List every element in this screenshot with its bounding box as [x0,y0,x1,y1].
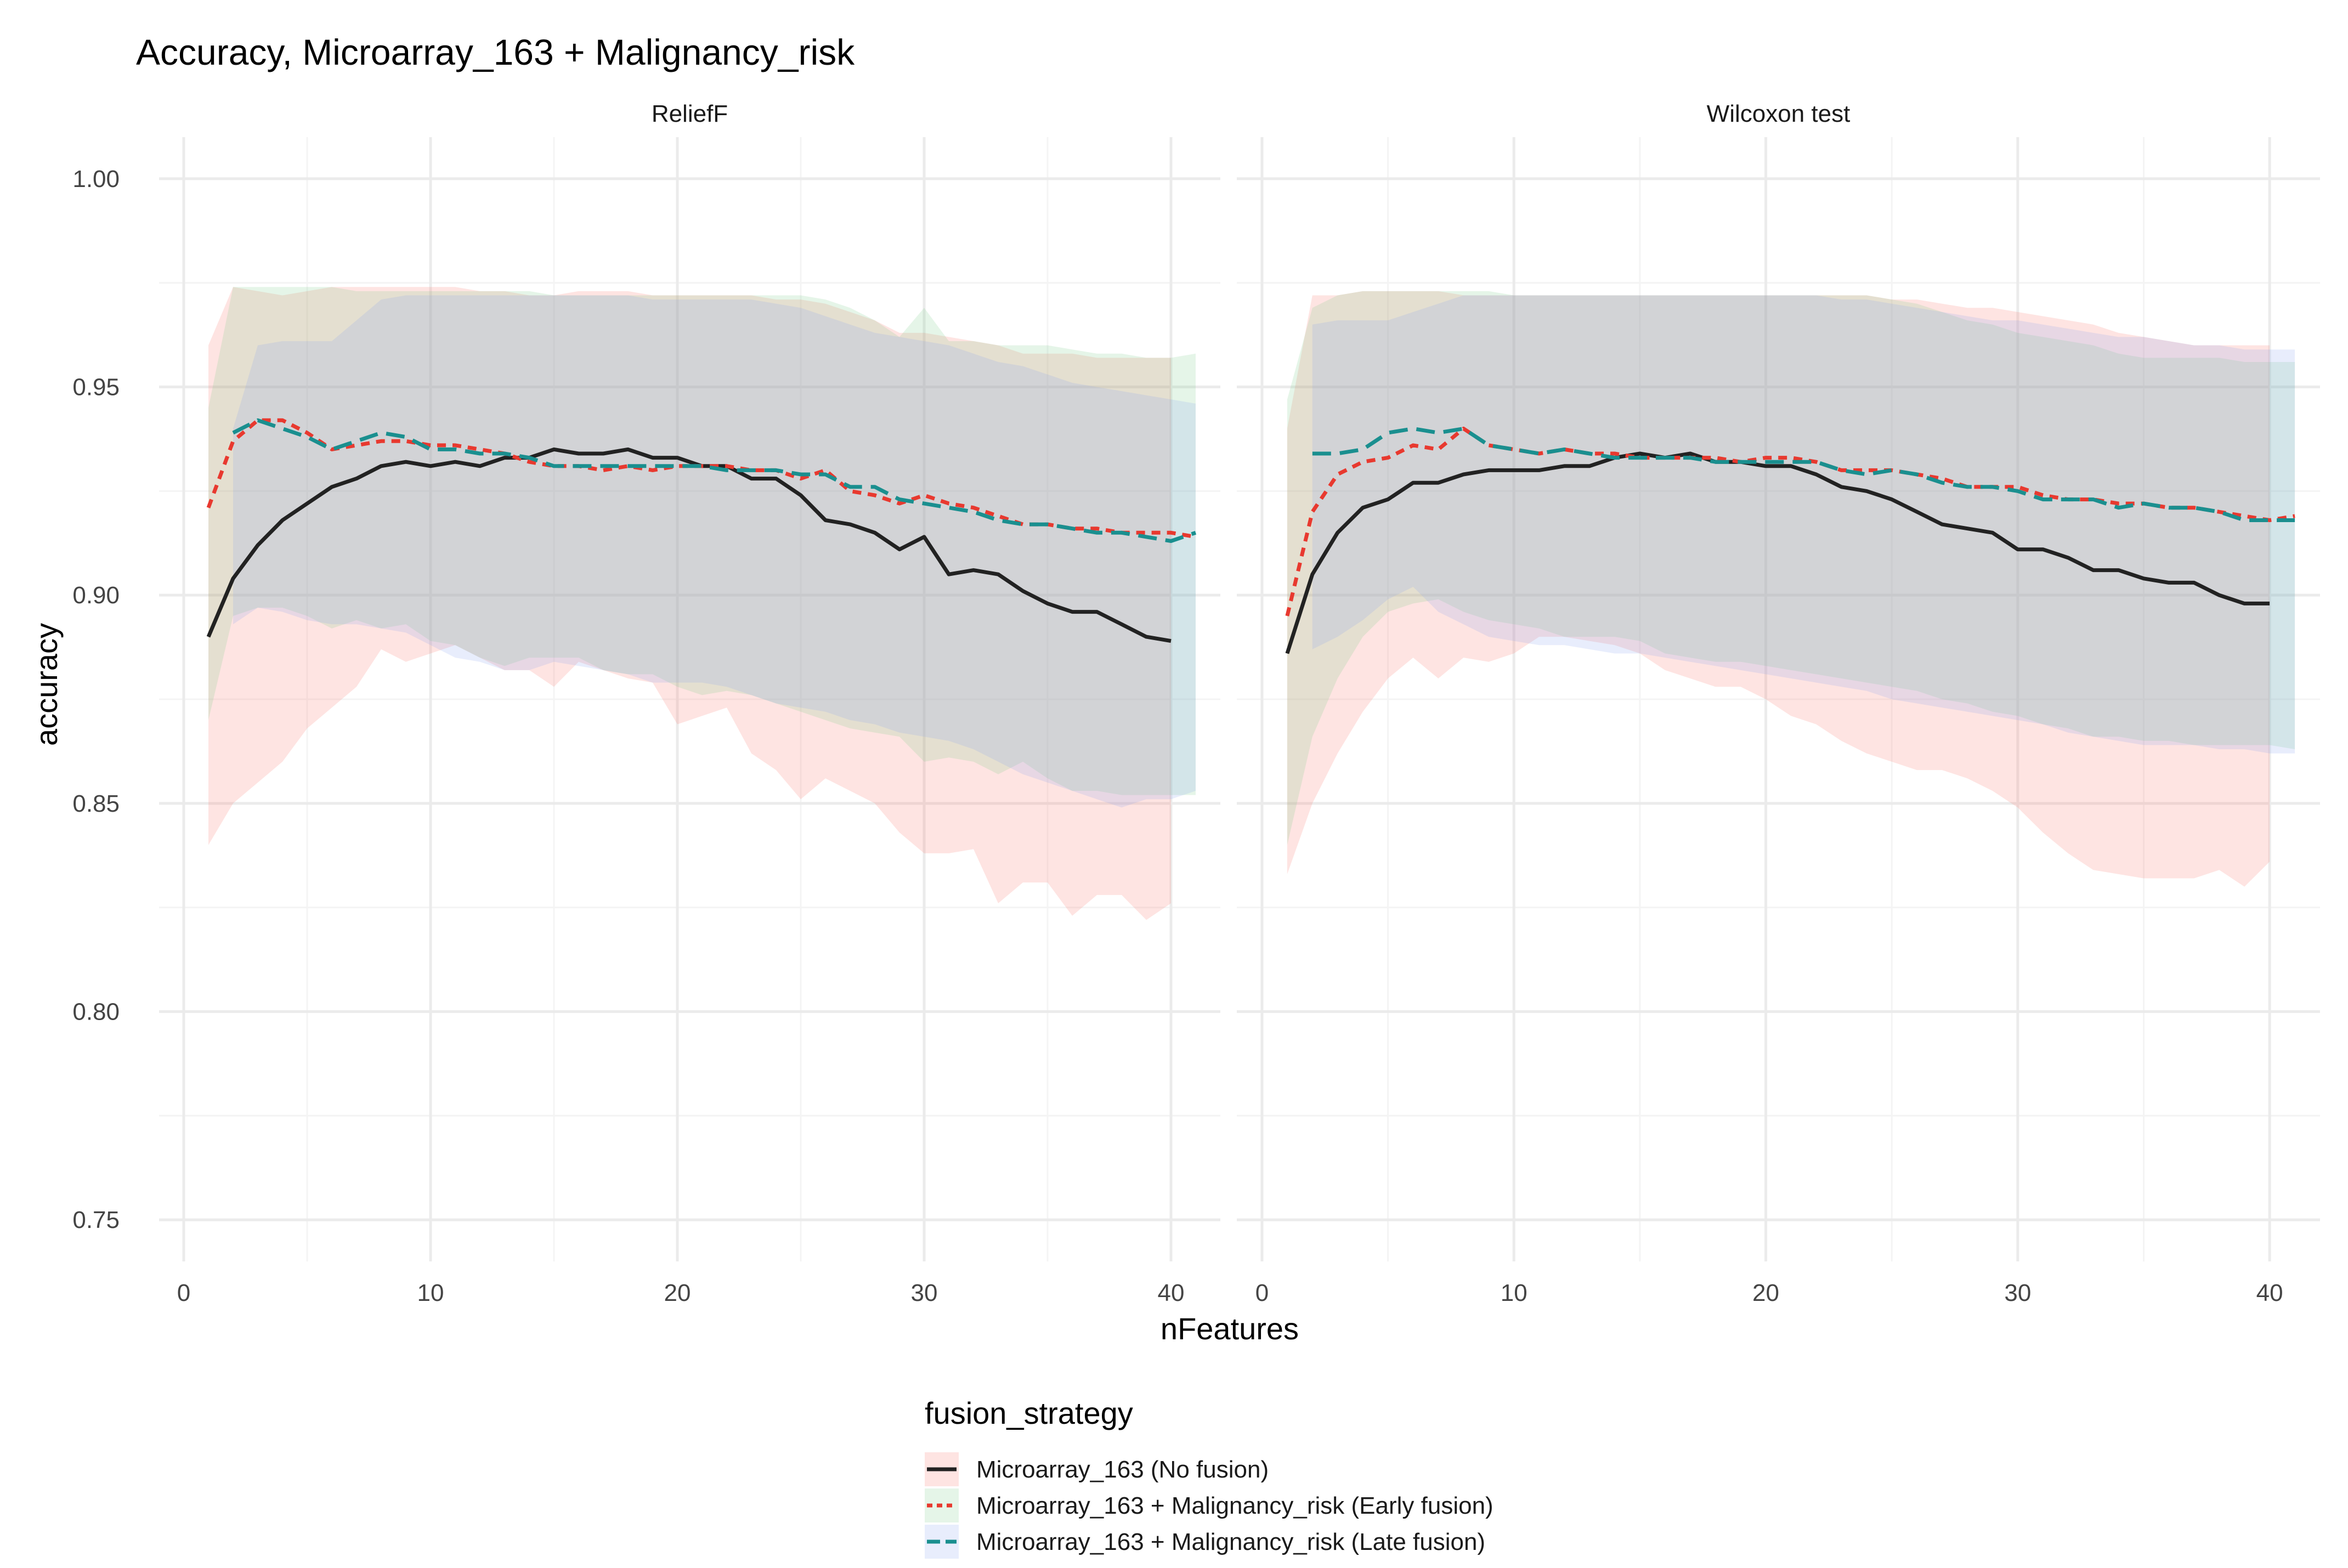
y-tick-label: 0.95 [72,374,120,401]
grid [1237,137,2320,1261]
y-tick-label: 0.75 [72,1207,120,1233]
panel-wilcoxon: Wilcoxon test 0 10 20 30 40 [1237,100,2320,1306]
ribbon-series-2 [1287,291,2295,845]
line-series-1 [1285,451,2270,654]
chart-title: Accuracy, Microarray_163 + Malignancy_ri… [136,32,855,72]
legend-entry[interactable]: Microarray_163 (No fusion) [925,1452,1269,1486]
panel-relieff: ReliefF 0 10 20 30 40 0.75 0.80 0.85 0.90 0.95 1.00 [72,100,1220,1306]
legend-entry[interactable]: Microarray_163 + Malignancy_risk (Late f… [925,1525,1485,1559]
x-axis-label: nFeatures [1161,1311,1299,1346]
x-tick-label: 10 [417,1280,444,1306]
ribbon-series-3 [1312,295,2295,754]
ribbon-series-2 [208,287,1196,795]
lines [1285,427,2295,654]
legend-label: Microarray_163 + Malignancy_risk (Late f… [976,1529,1485,1555]
x-tick-label: 10 [1501,1280,1527,1306]
ribbon-series-1 [208,287,1171,920]
line-series-2 [1285,427,2295,616]
lines [206,418,1197,643]
x-tick-label: 20 [664,1280,691,1306]
panels: ReliefF 0 10 20 30 40 0.75 0.80 0.85 0.90 0.95 1.00… [72,100,2320,1306]
y-tick-label: 1.00 [72,166,120,193]
x-tick-label: 30 [2004,1280,2031,1306]
x-tick-label: 0 [177,1280,190,1306]
legend: fusion_strategy Microarray_163 (No fusio… [925,1396,1493,1559]
line-series-3 [1312,427,2295,522]
panel-title: ReliefF [652,100,728,127]
x-tick-label: 20 [1752,1280,1779,1306]
line-series-1 [206,447,1172,643]
legend-label: Microarray_163 (No fusion) [976,1456,1269,1483]
legend-title: fusion_strategy [925,1396,1133,1430]
x-tick-label: 30 [911,1280,938,1306]
x-tick-label: 40 [2256,1280,2283,1306]
legend-label: Microarray_163 + Malignancy_risk (Early … [976,1492,1493,1519]
grid [159,137,1220,1261]
ribbon-series-1 [1287,291,2270,887]
legend-entry[interactable]: Microarray_163 + Malignancy_risk (Early … [925,1488,1493,1522]
ribbons [208,287,1196,920]
x-tick-label: 0 [1255,1280,1269,1306]
y-tick-label: 0.85 [72,790,120,817]
ribbons [1287,291,2295,887]
panel-title: Wilcoxon test [1707,100,1851,127]
y-axis-label: accuracy [29,623,64,746]
x-tick-label: 40 [1158,1280,1185,1306]
line-series-3 [232,418,1197,543]
y-tick-label: 0.90 [72,582,120,609]
ribbon-series-3 [233,295,1196,808]
y-tick-label: 0.80 [72,998,120,1025]
